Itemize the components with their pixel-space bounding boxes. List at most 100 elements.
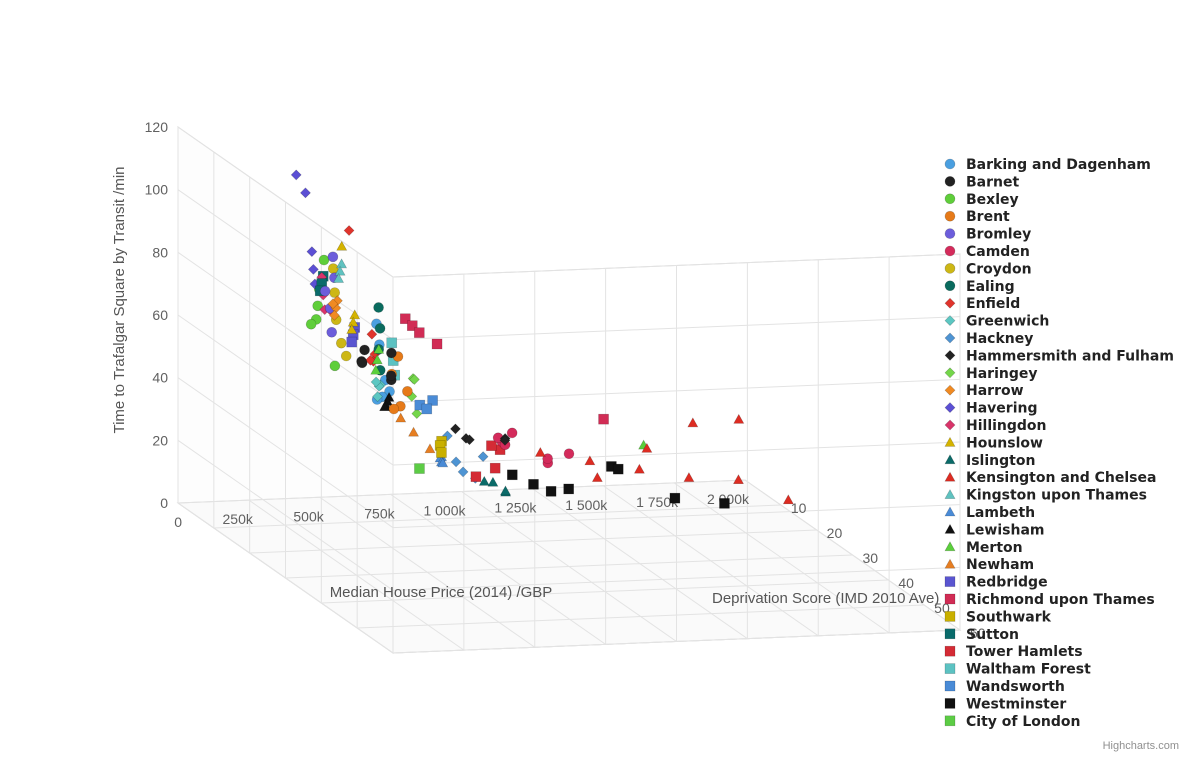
z-tick-label: 60 bbox=[970, 625, 986, 641]
legend-item-richmond-upon-thames[interactable]: Richmond upon Thames bbox=[944, 592, 1155, 608]
legend-label: Richmond upon Thames bbox=[966, 592, 1155, 608]
legend-item-ealing[interactable]: Ealing bbox=[944, 279, 1015, 295]
legend-item-haringey[interactable]: Haringey bbox=[944, 366, 1037, 382]
point-camden bbox=[542, 453, 553, 464]
legend-marker bbox=[944, 506, 956, 517]
point-lewisham bbox=[379, 401, 391, 412]
z-axis-title: Deprivation Score (IMD 2010 Ave) bbox=[712, 590, 939, 607]
point-hammersmith-and-fulham bbox=[464, 434, 475, 446]
point-richmond-upon-thames bbox=[431, 338, 443, 350]
legend-label: Bromley bbox=[966, 227, 1031, 243]
legend-label: Harrow bbox=[966, 383, 1024, 399]
legend-marker bbox=[944, 384, 956, 396]
legend-item-greenwich[interactable]: Greenwich bbox=[944, 314, 1049, 330]
legend-item-kensington-and-chelsea[interactable]: Kensington and Chelsea bbox=[944, 470, 1156, 486]
point-ealing bbox=[373, 302, 384, 313]
point-hounslow bbox=[346, 323, 358, 334]
point-westminster bbox=[528, 479, 539, 490]
legend-item-havering[interactable]: Havering bbox=[944, 401, 1037, 417]
legend-marker bbox=[944, 263, 956, 274]
point-bromley bbox=[319, 285, 331, 297]
legend-item-sutton[interactable]: Sutton bbox=[944, 627, 1019, 643]
legend-item-hillingdon[interactable]: Hillingdon bbox=[944, 418, 1047, 434]
legend-item-bromley[interactable]: Bromley bbox=[944, 227, 1031, 243]
legend-label: Tower Hamlets bbox=[966, 644, 1083, 660]
legend-item-croydon[interactable]: Croydon bbox=[944, 261, 1032, 277]
point-kensington-and-chelsea bbox=[732, 474, 744, 485]
legend-item-merton[interactable]: Merton bbox=[944, 540, 1023, 556]
legend-item-lambeth[interactable]: Lambeth bbox=[944, 505, 1035, 521]
legend-item-islington[interactable]: Islington bbox=[944, 453, 1035, 469]
legend-label: Croydon bbox=[966, 261, 1032, 277]
legend-item-brent[interactable]: Brent bbox=[944, 209, 1010, 225]
point-newham bbox=[424, 443, 436, 454]
legend-label: Barking and Dagenham bbox=[966, 157, 1151, 173]
legend-marker bbox=[944, 332, 956, 344]
legend-item-kingston-upon-thames[interactable]: Kingston upon Thames bbox=[944, 488, 1147, 504]
legend-item-hammersmith-and-fulham[interactable]: Hammersmith and Fulham bbox=[944, 348, 1174, 364]
point-wandsworth bbox=[421, 403, 433, 415]
legend-label: Waltham Forest bbox=[966, 662, 1091, 678]
legend-item-barnet[interactable]: Barnet bbox=[944, 174, 1019, 190]
point-merton bbox=[371, 354, 383, 365]
legend-item-redbridge[interactable]: Redbridge bbox=[944, 575, 1048, 591]
legend-marker bbox=[944, 488, 956, 499]
legend-marker bbox=[944, 280, 956, 292]
legend-label: Newham bbox=[966, 557, 1034, 573]
legend-label: Kingston upon Thames bbox=[966, 488, 1147, 504]
legend-label: Barnet bbox=[966, 174, 1019, 190]
legend-label: Southwark bbox=[966, 609, 1052, 625]
point-haringey bbox=[411, 408, 423, 419]
legend-item-barking-and-dagenham[interactable]: Barking and Dagenham bbox=[944, 157, 1151, 173]
point-havering bbox=[290, 169, 302, 181]
legend-label: Ealing bbox=[966, 279, 1015, 295]
legend-item-waltham-forest[interactable]: Waltham Forest bbox=[944, 662, 1091, 678]
legend-marker bbox=[944, 402, 956, 414]
point-kensington-and-chelsea bbox=[641, 442, 653, 453]
point-redbridge bbox=[346, 336, 358, 348]
point-kensington-and-chelsea bbox=[683, 471, 695, 482]
legend-item-enfield[interactable]: Enfield bbox=[944, 296, 1020, 312]
legend-item-city-of-london[interactable]: City of London bbox=[944, 714, 1080, 730]
legend-item-camden[interactable]: Camden bbox=[944, 244, 1030, 260]
gridline-z-floor bbox=[357, 604, 925, 629]
legend-marker bbox=[944, 628, 956, 640]
point-kensington-and-chelsea bbox=[733, 413, 745, 424]
legend-item-wandsworth[interactable]: Wandsworth bbox=[944, 679, 1065, 695]
legend-item-tower-hamlets[interactable]: Tower Hamlets bbox=[944, 644, 1083, 660]
gridline-z-floor bbox=[249, 529, 817, 554]
legend-item-hounslow[interactable]: Hounslow bbox=[944, 435, 1043, 451]
point-barnet bbox=[385, 370, 397, 382]
credits-link[interactable]: Highcharts.com bbox=[1103, 740, 1179, 752]
legend-item-bexley[interactable]: Bexley bbox=[944, 192, 1019, 208]
legend-item-lewisham[interactable]: Lewisham bbox=[944, 522, 1044, 538]
x-tick-label: 1 500k bbox=[565, 497, 608, 513]
legend-item-westminster[interactable]: Westminster bbox=[944, 696, 1066, 712]
legend-label: Greenwich bbox=[966, 314, 1049, 330]
point-tower-hamlets bbox=[470, 471, 482, 482]
legend-marker bbox=[944, 193, 956, 205]
legend-label: Redbridge bbox=[966, 575, 1048, 591]
point-camden bbox=[563, 448, 575, 460]
legend-item-newham[interactable]: Newham bbox=[944, 557, 1034, 573]
x-tick-label: 250k bbox=[223, 511, 254, 527]
point-bexley bbox=[305, 318, 317, 330]
point-hackney bbox=[450, 456, 462, 468]
legend-item-southwark[interactable]: Southwark bbox=[944, 609, 1052, 625]
point-hammersmith-and-fulham bbox=[450, 423, 461, 435]
legend-item-hackney[interactable]: Hackney bbox=[944, 331, 1033, 347]
point-harrow bbox=[327, 298, 339, 310]
legend-label: Camden bbox=[966, 244, 1030, 260]
y-tick-label: 60 bbox=[152, 307, 168, 323]
point-newham bbox=[408, 426, 420, 437]
point-croydon bbox=[340, 350, 352, 362]
point-havering bbox=[306, 246, 318, 258]
gridline-z-floor bbox=[177, 479, 746, 504]
point-barnet bbox=[356, 357, 368, 369]
legend-marker bbox=[944, 663, 956, 674]
legend-marker bbox=[944, 176, 956, 187]
y-tick-label: 0 bbox=[160, 495, 168, 511]
legend-label: Hackney bbox=[966, 331, 1033, 347]
legend-item-harrow[interactable]: Harrow bbox=[944, 383, 1024, 399]
point-barnet bbox=[386, 347, 397, 359]
